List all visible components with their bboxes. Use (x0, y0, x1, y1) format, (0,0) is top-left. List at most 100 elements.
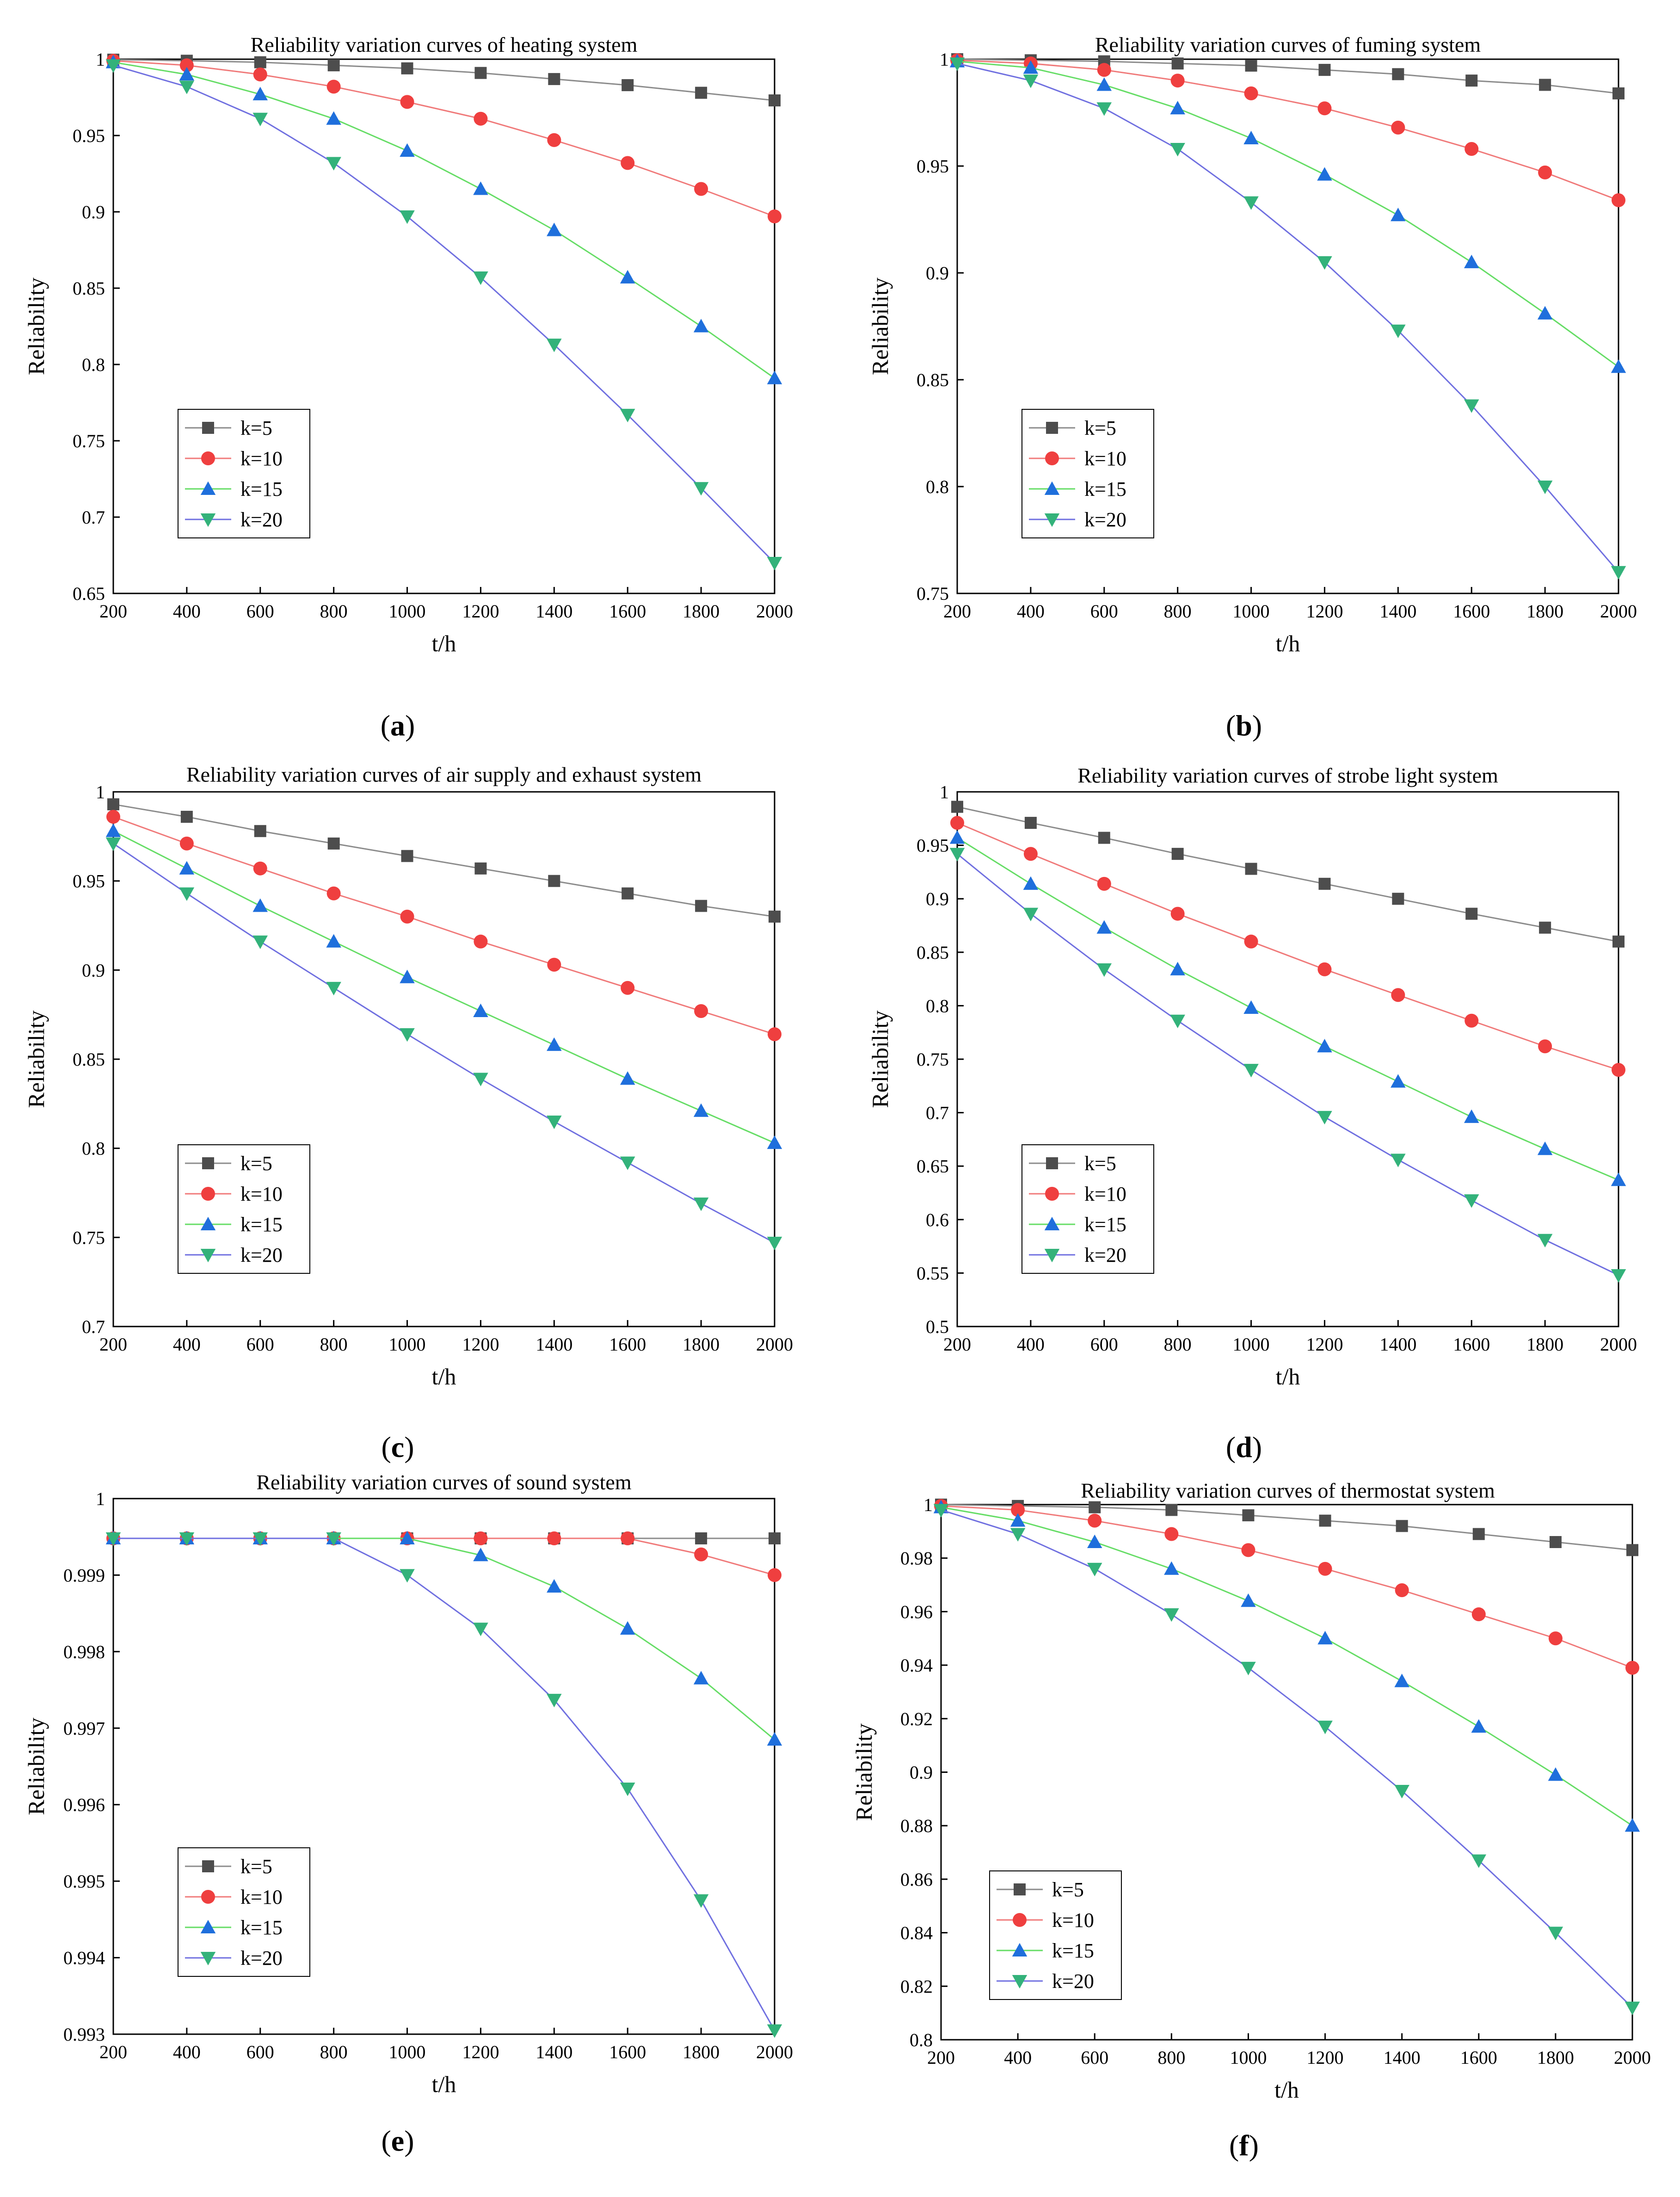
legend-marker (201, 1890, 215, 1904)
legend-label: k=5 (240, 1152, 272, 1175)
data-point (693, 482, 709, 496)
legend-item: k=15 (185, 478, 283, 500)
data-point (1549, 1536, 1562, 1548)
data-point (620, 1071, 635, 1085)
legend-item: k=10 (185, 1886, 283, 1908)
data-point (1245, 863, 1257, 875)
data-point (1171, 57, 1184, 70)
y-tick-label: 0.65 (917, 1156, 949, 1177)
legend: k=5 k=10 k=15 k=20 (1022, 1144, 1154, 1274)
y-axis-label: Reliability (851, 1723, 877, 1821)
y-tick-label: 0.95 (73, 125, 105, 146)
data-point (767, 1236, 782, 1251)
data-point (1170, 962, 1185, 975)
legend-label: k=20 (240, 1244, 283, 1266)
series-line (113, 1537, 775, 2031)
y-tick-label: 0.8 (82, 1138, 105, 1159)
y-tick-label: 0.9 (910, 1762, 933, 1783)
legend-label: k=15 (240, 478, 283, 500)
x-tick-label: 1600 (1460, 2047, 1497, 2068)
legend-marker (1046, 422, 1058, 434)
chart-title: Reliability variation curves of air supp… (186, 763, 702, 786)
data-point (1318, 1561, 1332, 1576)
data-point (1164, 1527, 1179, 1541)
data-point (1097, 63, 1111, 77)
legend-marker (1013, 1913, 1027, 1927)
x-tick-label: 800 (1164, 601, 1192, 622)
data-point (1010, 1528, 1026, 1542)
chart-panel-c: Reliability variation curves of air supp… (23, 763, 793, 1463)
series-line (957, 806, 1619, 943)
data-point (1318, 877, 1331, 890)
panel-label: (c) (381, 1431, 414, 1463)
data-point (768, 209, 782, 223)
x-tick-label: 1600 (609, 2042, 646, 2062)
series-line (113, 62, 775, 379)
data-point (1317, 1631, 1333, 1645)
series-k-20 (933, 1504, 1640, 2015)
data-point (694, 182, 708, 196)
data-point (547, 133, 561, 147)
x-tick-label: 1200 (462, 2042, 499, 2062)
x-tick-label: 200 (99, 1334, 127, 1355)
x-tick-label: 600 (1090, 1334, 1118, 1355)
data-point (1471, 1854, 1487, 1868)
data-point (1241, 1661, 1256, 1676)
data-point (1087, 1562, 1102, 1577)
data-point (105, 837, 121, 851)
legend-item: k=15 (1029, 478, 1126, 500)
data-point (252, 86, 268, 100)
data-point (105, 823, 121, 837)
data-point (621, 981, 635, 995)
x-axis-label: t/h (1276, 630, 1300, 656)
data-point (252, 898, 268, 912)
legend-marker (1012, 1975, 1028, 1989)
data-point (1394, 1673, 1409, 1687)
y-tick-label: 1 (96, 782, 105, 802)
y-tick-label: 0.993 (63, 2024, 105, 2045)
data-point (327, 837, 340, 850)
data-point (1538, 1039, 1552, 1054)
legend-marker (1045, 1187, 1059, 1201)
y-tick-label: 0.75 (73, 1227, 105, 1248)
x-tick-label: 1000 (1230, 2047, 1267, 2068)
data-point (769, 1532, 781, 1545)
legend-marker (202, 1860, 214, 1872)
data-point (1612, 193, 1625, 207)
data-point (1539, 79, 1551, 91)
x-tick-label: 800 (320, 1334, 348, 1355)
x-tick-label: 200 (99, 601, 127, 622)
x-tick-label: 600 (1090, 601, 1118, 622)
series-k-10 (106, 54, 782, 223)
x-tick-label: 400 (173, 1334, 201, 1355)
data-point (400, 210, 415, 224)
data-point (106, 809, 120, 824)
chart-title: Reliability variation curves of sound sy… (256, 1470, 631, 1494)
legend-item: k=10 (185, 447, 283, 470)
data-point (949, 57, 965, 71)
x-tick-label: 200 (927, 2047, 955, 2068)
data-point (474, 1531, 488, 1546)
data-point (620, 270, 635, 284)
data-point (1471, 1607, 1486, 1622)
data-point (1241, 1543, 1255, 1557)
data-point (179, 887, 195, 901)
series-line (113, 64, 775, 564)
legend-marker (200, 1249, 216, 1263)
x-tick-label: 1000 (389, 1334, 426, 1355)
chart-title: Reliability variation curves of fuming s… (1095, 33, 1481, 56)
x-tick-label: 1000 (1233, 1334, 1270, 1355)
data-point (767, 370, 782, 384)
series-k-5 (951, 53, 1625, 99)
data-point (1537, 481, 1553, 494)
data-point (400, 1530, 415, 1545)
data-point (1537, 306, 1553, 320)
data-point (1391, 1074, 1406, 1088)
panel-label: (e) (381, 2124, 414, 2157)
legend-item: k=5 (185, 1152, 272, 1175)
x-tick-label: 600 (246, 2042, 274, 2062)
y-tick-label: 0.65 (73, 583, 105, 604)
legend-label: k=15 (1052, 1939, 1094, 1962)
data-point (620, 408, 635, 423)
data-point (1394, 1784, 1409, 1799)
